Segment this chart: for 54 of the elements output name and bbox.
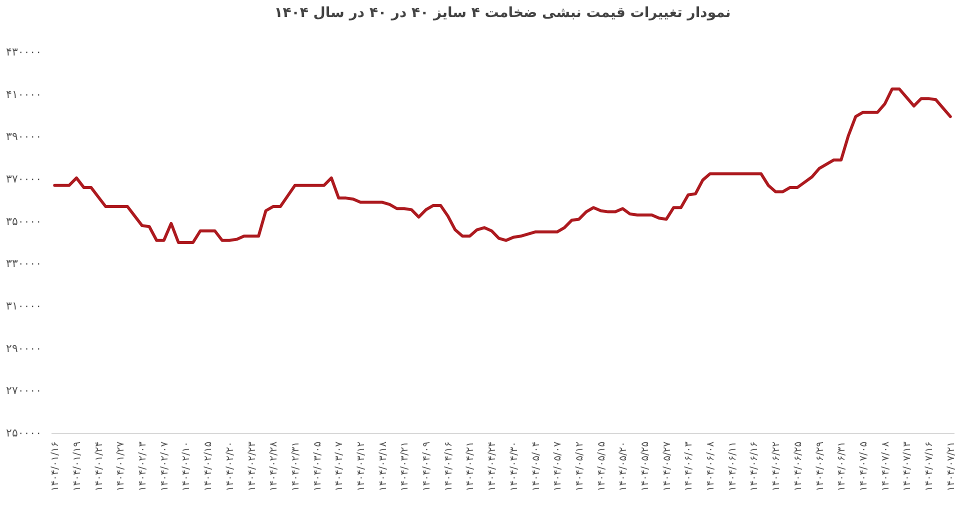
x-tick-label: ۱۴۰۴/۰۶/۱۶ (749, 442, 760, 492)
x-tick-label: ۱۴۰۴/۰۱/۲۴ (94, 442, 105, 492)
x-tick-label: ۱۴۰۴/۰۳/۱۸ (378, 440, 389, 492)
x-tick-label: ۱۴۰۴/۰۴/۰۹ (422, 442, 433, 492)
x-tick-label: ۱۴۰۴/۰۲/۲۸ (268, 440, 280, 492)
x-tick-label: ۱۴۰۴/۰۵/۲۵ (640, 442, 652, 492)
x-tick-label: ۱۴۰۴/۰۲/۰۷ (159, 440, 170, 492)
y-tick-label: ۳۳۰۰۰۰ (6, 257, 42, 270)
x-tick-label: ۱۴۰۴/۰۶/۰۳ (684, 440, 695, 492)
x-tick-label: ۱۴۰۴/۰۲/۳۱ (290, 442, 302, 492)
x-tick-label: ۱۴۰۴/۰۶/۳۱ (836, 442, 848, 492)
chart-title: نمودار تغییرات قیمت نبشی ضخامت ۴ سایز ۴۰ در ۴۰ در سال ۱۴۰۴ (274, 5, 731, 21)
y-tick-label: ۳۷۰۰۰۰ (6, 172, 42, 186)
x-tick-label: ۱۴۰۴/۰۷/۰۵ (858, 442, 870, 492)
y-tick-label: ۲۹۰۰۰۰ (6, 342, 42, 355)
x-tick-label: ۱۴۰۴/۰۲/۰۳ (138, 440, 149, 492)
y-tick-label: ۳۵۰۰۰۰ (6, 214, 42, 228)
x-tick-label: ۱۴۰۴/۰۲/۱۰ (181, 442, 192, 492)
x-tick-label: ۱۴۰۴/۰۴/۲۱ (465, 442, 476, 492)
x-tick-label: ۱۴۰۴/۰۳/۰۷ (334, 440, 346, 492)
x-tick-label: ۱۴۰۴/۰۷/۰۸ (880, 440, 892, 492)
x-tick-label: ۱۴۰۴/۰۵/۲۰ (618, 442, 630, 492)
x-tick-label: ۱۴۰۴/۰۵/۰۷ (552, 440, 564, 492)
x-tick-label: ۱۴۰۴/۰۷/۲۱ (946, 442, 957, 492)
x-tick-label: ۱۴۰۴/۰۵/۲۷ (662, 440, 673, 492)
x-tick-label: ۱۴۰۴/۰۱/۱۶ (50, 442, 62, 492)
x-tick-label: ۱۴۰۴/۰۲/۱۵ (203, 442, 214, 492)
x-tick-label: ۱۴۰۴/۰۵/۰۴ (530, 442, 542, 492)
x-tick-label: ۱۴۰۴/۰۱/۱۹ (72, 442, 83, 492)
x-tick-label: ۱۴۰۴/۰۴/۲۴ (487, 442, 498, 492)
line-series (53, 88, 952, 244)
y-tick-label: ۴۳۰۰۰۰ (6, 46, 42, 58)
y-tick-label: ۲۵۰۰۰۰ (6, 426, 42, 440)
x-tick-label: ۱۴۰۴/۰۶/۰۸ (706, 440, 717, 492)
x-tick-label: ۱۴۰۴/۰۴/۳۰ (508, 442, 520, 492)
x-tick-label: ۱۴۰۴/۰۲/۲۳ (246, 440, 258, 492)
x-tick-label: ۱۴۰۴/۰۶/۱۱ (727, 442, 738, 492)
x-tick-label: ۱۴۰۴/۰۵/۱۵ (596, 442, 608, 492)
y-tick-label: ۳۹۰۰۰۰ (6, 130, 42, 144)
x-tick-label: ۱۴۰۴/۰۶/۲۵ (792, 442, 804, 492)
x-tick-label: ۱۴۰۴/۰۳/۱۲ (356, 442, 367, 492)
y-tick-label: ۴۱۰۰۰۰ (6, 88, 42, 101)
x-tick-label: ۱۴۰۴/۰۳/۰۵ (312, 442, 324, 492)
x-tick-label: ۱۴۰۴/۰۱/۲۷ (116, 440, 127, 492)
x-tick-label: ۱۴۰۴/۰۶/۲۹ (814, 442, 826, 492)
x-tick-label: ۱۴۰۴/۰۵/۱۲ (574, 442, 586, 492)
x-tick-label: ۱۴۰۴/۰۲/۲۰ (224, 442, 236, 492)
x-tick-label: ۱۴۰۴/۰۴/۱۶ (443, 442, 454, 492)
x-tick-label: ۱۴۰۴/۰۷/۱۶ (924, 442, 936, 492)
x-tick-label: ۱۴۰۴/۰۷/۱۳ (902, 440, 914, 492)
y-tick-label: ۳۱۰۰۰۰ (6, 300, 42, 312)
y-tick-label: ۲۷۰۰۰۰ (6, 384, 42, 398)
x-tick-label: ۱۴۰۴/۰۳/۲۱ (400, 442, 411, 492)
x-tick-label: ۱۴۰۴/۰۶/۲۲ (771, 442, 782, 492)
